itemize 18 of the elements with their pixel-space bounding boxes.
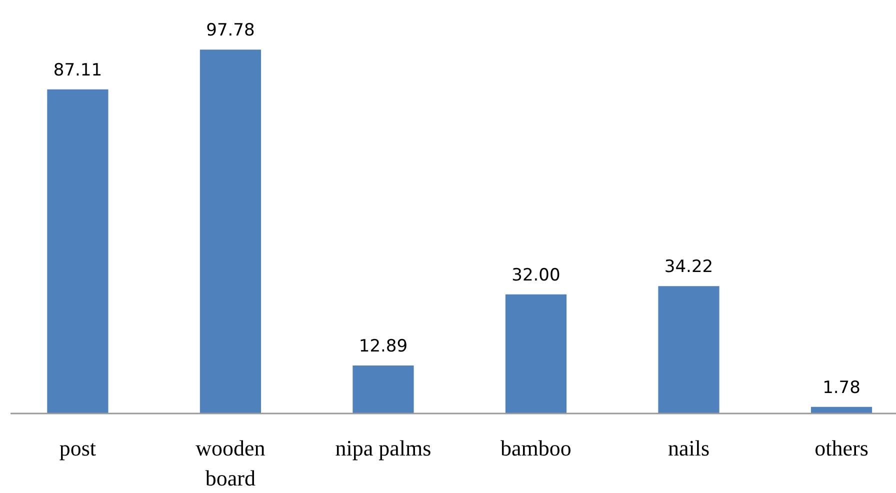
x-tick-label: nipa palms <box>335 436 432 460</box>
data-label: 87.11 <box>53 60 102 80</box>
data-label: 32.00 <box>512 265 560 286</box>
bar <box>352 366 414 414</box>
x-tick-label: post <box>59 436 96 460</box>
data-label: 34.22 <box>664 257 714 278</box>
x-tick-label: others <box>814 436 868 460</box>
bar <box>810 406 872 414</box>
bar <box>658 286 720 414</box>
x-tick-label: wooden board <box>196 436 266 490</box>
data-label: 1.78 <box>822 378 860 398</box>
x-tick-label: nails <box>668 436 710 460</box>
data-label: 12.89 <box>358 336 408 357</box>
bar <box>505 294 567 414</box>
data-label: 97.78 <box>206 20 255 41</box>
bar <box>200 50 262 414</box>
x-tick-label: bamboo <box>500 436 572 460</box>
bar <box>47 89 108 414</box>
